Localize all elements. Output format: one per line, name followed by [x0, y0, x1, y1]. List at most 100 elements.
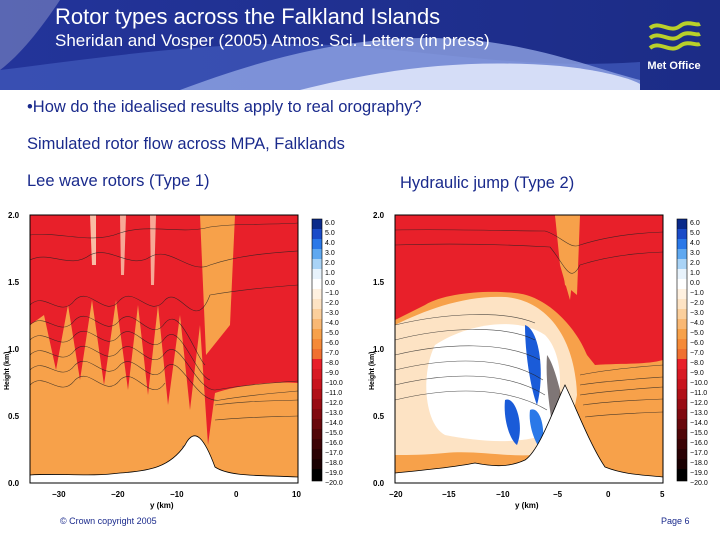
- x-tick-label: −10: [170, 490, 184, 499]
- colorbar-tick: −4.0: [690, 320, 704, 327]
- colorbar-tick: 3.0: [690, 250, 700, 257]
- colorbar-tick: −15.0: [325, 430, 343, 437]
- y-tick-label: 1.5: [8, 278, 20, 287]
- colorbar-tick: −1.0: [325, 290, 339, 297]
- right-colorbar: [676, 218, 688, 482]
- y-tick-label: 0.0: [373, 479, 385, 488]
- colorbar-tick: −9.0: [690, 370, 704, 377]
- colorbar-tick: −10.0: [690, 380, 708, 387]
- right-colorbar-ticks: 6.0 5.0 4.0 3.0 2.0 1.0 0.0 −1.0 −2.0 −3…: [690, 220, 708, 487]
- x-tick-label: −10: [496, 490, 510, 499]
- x-tick-label: −20: [111, 490, 125, 499]
- x-tick-label: 0: [234, 490, 239, 499]
- colorbar-tick: −20.0: [325, 480, 343, 487]
- colorbar-tick: −2.0: [690, 300, 704, 307]
- banner-background: [0, 0, 720, 90]
- colorbar-tick: 4.0: [690, 240, 700, 247]
- colorbar-tick: −7.0: [690, 350, 704, 357]
- y-tick-label: 1.0: [8, 345, 20, 354]
- colorbar-tick: −14.0: [325, 420, 343, 427]
- colorbar-tick: 0.0: [325, 280, 335, 287]
- colorbar-tick: −9.0: [325, 370, 339, 377]
- right-rotor-plot: 0.0 0.5 1.0 1.5 2.0 Height (km) −20 −15 …: [369, 211, 708, 510]
- page-title: Rotor types across the Falkland Islands: [55, 4, 441, 29]
- colorbar-tick: 1.0: [325, 270, 335, 277]
- colorbar-tick: −19.0: [690, 470, 708, 477]
- colorbar-tick: 0.0: [690, 280, 700, 287]
- colorbar-tick: 5.0: [690, 230, 700, 237]
- left-y-ticks: 0.0 0.5 1.0 1.5 2.0: [8, 211, 20, 488]
- x-tick-label: 10: [292, 490, 301, 499]
- left-colorbar: [311, 218, 323, 482]
- colorbar-tick: −8.0: [690, 360, 704, 367]
- colorbar-tick: −5.0: [325, 330, 339, 337]
- page-subtitle: Sheridan and Vosper (2005) Atmos. Sci. L…: [55, 31, 490, 50]
- y-tick-label: 2.0: [373, 211, 385, 220]
- x-tick-label: 0: [606, 490, 611, 499]
- colorbar-tick: −18.0: [325, 460, 343, 467]
- colorbar-tick: −19.0: [325, 470, 343, 477]
- colorbar-tick: −15.0: [690, 430, 708, 437]
- colorbar-tick: −6.0: [325, 340, 339, 347]
- left-x-ticks: −30 −20 −10 0 10: [52, 490, 301, 499]
- colorbar-tick: −14.0: [690, 420, 708, 427]
- slide-line-2: Simulated rotor flow across MPA, Falklan…: [27, 135, 345, 153]
- bullet-question: •How do the idealised results apply to r…: [27, 98, 422, 116]
- colorbar-tick: −11.0: [690, 390, 707, 397]
- x-tick-label: 5: [660, 490, 665, 499]
- copyright-footer: © Crown copyright 2005: [60, 516, 157, 526]
- colorbar-tick: 6.0: [690, 220, 700, 227]
- colorbar-tick: −12.0: [690, 400, 708, 407]
- left-colorbar-ticks: 6.0 5.0 4.0 3.0 2.0 1.0 0.0 −1.0 −2.0 −3…: [325, 220, 343, 487]
- colorbar-tick: −6.0: [690, 340, 704, 347]
- colorbar-tick: −10.0: [325, 380, 343, 387]
- y-tick-label: 2.0: [8, 211, 20, 220]
- colorbar-tick: −13.0: [690, 410, 708, 417]
- colorbar-tick: −16.0: [325, 440, 343, 447]
- colorbar-tick: −17.0: [690, 450, 708, 457]
- colorbar-tick: 2.0: [325, 260, 335, 267]
- left-x-axis-label: y (km): [150, 501, 174, 510]
- y-tick-label: 1.5: [373, 278, 385, 287]
- colorbar-tick: 1.0: [690, 270, 700, 277]
- colorbar-tick: −13.0: [325, 410, 343, 417]
- colorbar-tick: −8.0: [325, 360, 339, 367]
- right-y-axis-label: Height (km): [369, 352, 376, 391]
- colorbar-tick: −16.0: [690, 440, 708, 447]
- logo-label: Met Office: [647, 60, 701, 72]
- colorbar-tick: −3.0: [325, 310, 339, 317]
- colorbar-tick: −11.0: [325, 390, 342, 397]
- colorbar-tick: 6.0: [325, 220, 335, 227]
- y-tick-label: 0.5: [8, 412, 20, 421]
- colorbar-tick: −7.0: [325, 350, 339, 357]
- header-banner: Rotor types across the Falkland Islands …: [0, 0, 720, 90]
- right-x-axis-label: y (km): [515, 501, 539, 510]
- colorbar-tick: 3.0: [325, 250, 335, 257]
- colorbar-tick: −2.0: [325, 300, 339, 307]
- left-rotor-plot: 0.0 0.5 1.0 1.5 2.0 Height (km) −30 −20 …: [4, 211, 343, 510]
- x-tick-label: −5: [553, 490, 563, 499]
- colorbar-tick: −3.0: [690, 310, 704, 317]
- right-x-ticks: −20 −15 −10 −5 0 5: [389, 490, 665, 499]
- right-plot-caption: Hydraulic jump (Type 2): [400, 174, 575, 192]
- right-y-ticks: 0.0 0.5 1.0 1.5 2.0: [373, 211, 385, 488]
- wave-logo-icon: [648, 21, 701, 51]
- y-tick-label: 0.0: [8, 479, 20, 488]
- colorbar-tick: 2.0: [690, 260, 700, 267]
- y-tick-label: 0.5: [373, 412, 385, 421]
- page-number: Page 6: [661, 516, 690, 526]
- x-tick-label: −20: [389, 490, 403, 499]
- colorbar-tick: −18.0: [690, 460, 708, 467]
- x-tick-label: −30: [52, 490, 66, 499]
- colorbar-tick: −5.0: [690, 330, 704, 337]
- colorbar-tick: −17.0: [325, 450, 343, 457]
- colorbar-tick: 4.0: [325, 240, 335, 247]
- y-tick-label: 1.0: [373, 345, 385, 354]
- colorbar-tick: −12.0: [325, 400, 343, 407]
- colorbar-tick: −1.0: [690, 290, 704, 297]
- colorbar-tick: −20.0: [690, 480, 708, 487]
- x-tick-label: −15: [442, 490, 456, 499]
- colorbar-tick: 5.0: [325, 230, 335, 237]
- left-y-axis-label: Height (km): [4, 352, 11, 391]
- met-office-logo: Met Office: [644, 16, 704, 80]
